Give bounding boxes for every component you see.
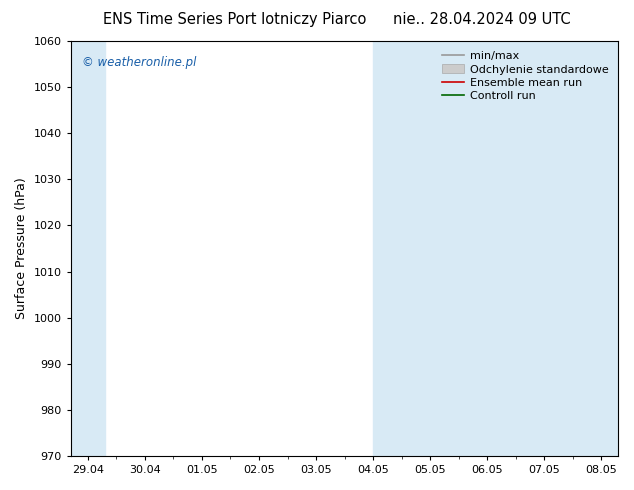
Text: ENS Time Series Port lotniczy Piarco: ENS Time Series Port lotniczy Piarco (103, 12, 366, 27)
Text: nie.. 28.04.2024 09 UTC: nie.. 28.04.2024 09 UTC (393, 12, 571, 27)
Bar (71, 41, 105, 456)
Text: © weatheronline.pl: © weatheronline.pl (82, 55, 196, 69)
Bar (373, 41, 488, 456)
Bar (488, 41, 619, 456)
Legend: min/max, Odchylenie standardowe, Ensemble mean run, Controll run: min/max, Odchylenie standardowe, Ensembl… (437, 47, 613, 106)
Y-axis label: Surface Pressure (hPa): Surface Pressure (hPa) (15, 178, 28, 319)
